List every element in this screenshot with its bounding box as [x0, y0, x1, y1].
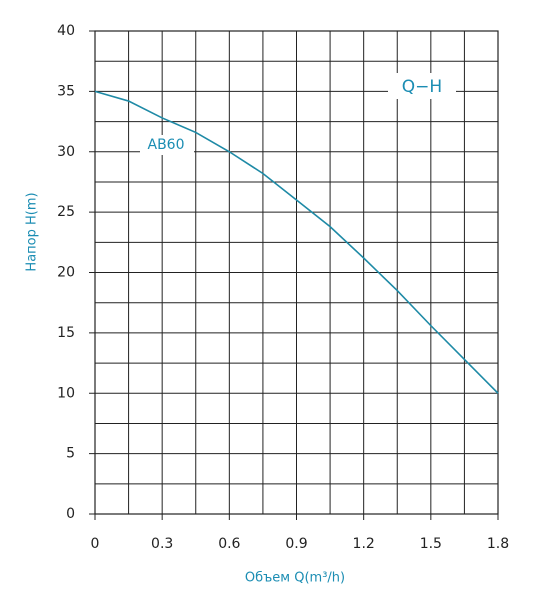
y-tick-label: 15 [57, 325, 75, 341]
plot-frame [94, 30, 499, 515]
y-tick-label: 10 [57, 385, 75, 401]
x-tick-label: 0.3 [151, 536, 173, 552]
y-tick-label: 25 [57, 204, 75, 220]
x-axis-title: Объем Q(m³/h) [245, 571, 345, 586]
y-tick-label: 5 [66, 446, 75, 462]
y-tick-label: 20 [57, 265, 75, 281]
y-tick-label: 40 [57, 23, 75, 39]
series-label-bg [140, 135, 194, 155]
x-tick-label: 1.8 [487, 536, 509, 552]
x-tick-label: 0.9 [285, 536, 307, 552]
annotation-bg [388, 73, 456, 99]
y-tick-label: 35 [57, 83, 75, 99]
x-tick-label: 1.2 [353, 536, 375, 552]
y-tick-label: 30 [57, 144, 75, 160]
x-tick-label: 0 [91, 536, 100, 552]
x-tick-label: 0.6 [218, 536, 240, 552]
x-tick-label: 1.5 [420, 536, 442, 552]
line-series [94, 90, 499, 394]
y-tick-label: 0 [66, 506, 75, 522]
series-label: AB60 [148, 137, 185, 153]
annotation: Q−H [402, 77, 442, 97]
y-axis-title: Напор H(m) [25, 192, 40, 271]
